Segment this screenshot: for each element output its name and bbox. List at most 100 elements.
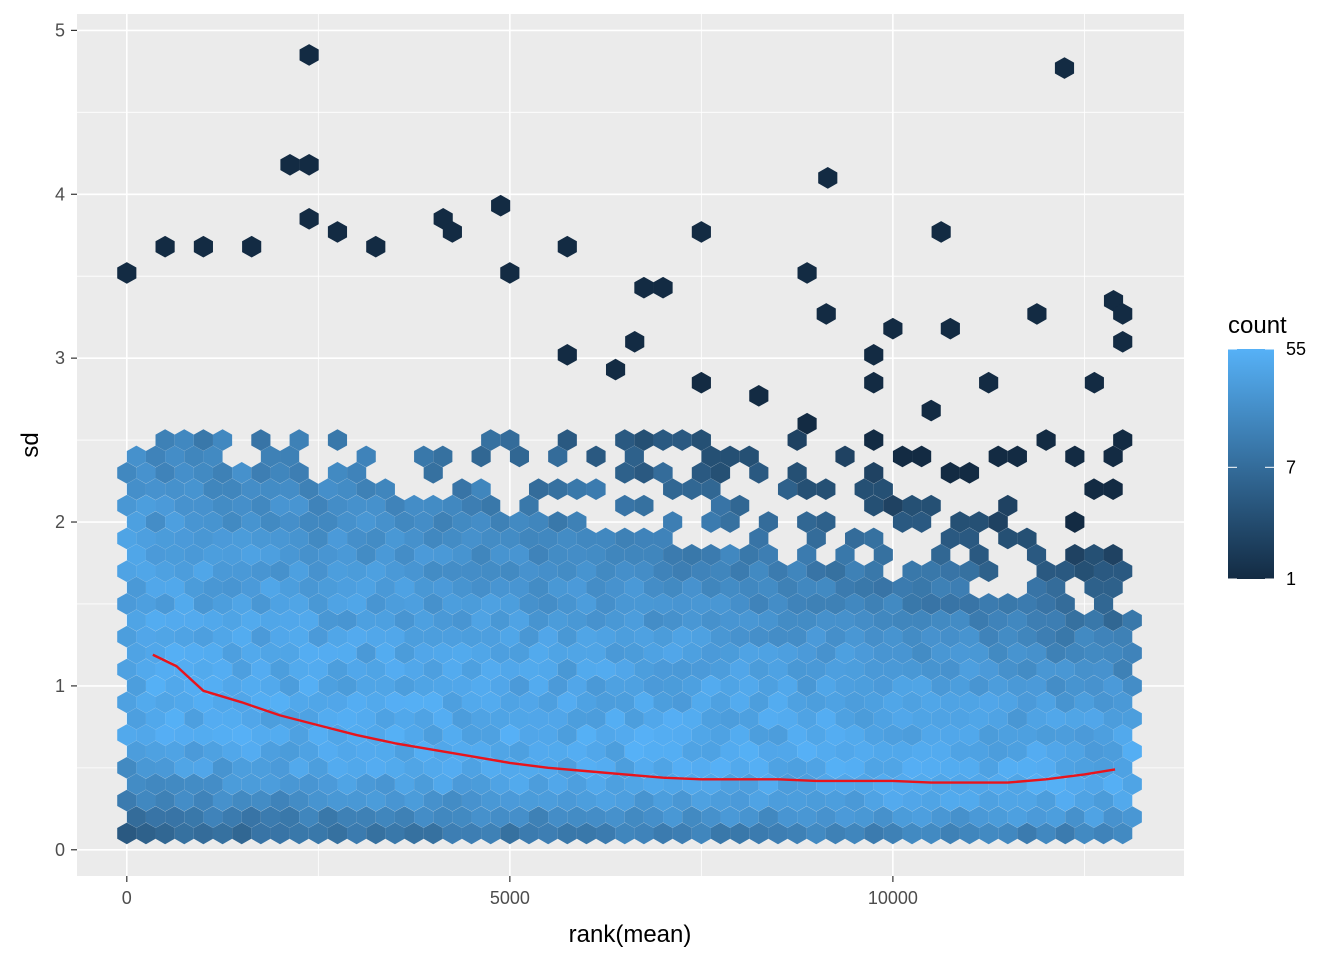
- trend-line: [152, 653, 1116, 784]
- hexbin: [586, 806, 606, 828]
- hexbin: [596, 593, 616, 615]
- hexbin: [931, 576, 951, 599]
- hexbin: [414, 642, 434, 664]
- hexbin: [557, 691, 577, 714]
- hexbin: [337, 511, 357, 533]
- hexbin: [825, 658, 846, 681]
- hexbin: [136, 658, 156, 681]
- hexbin: [442, 789, 462, 812]
- hexbin: [653, 560, 673, 582]
- hexbin: [1093, 560, 1114, 582]
- hexbin: [691, 221, 711, 243]
- hexbin: [193, 494, 213, 517]
- hexbin: [634, 276, 654, 299]
- hexbin: [212, 527, 233, 550]
- hexbin: [1026, 609, 1047, 632]
- hexbin: [203, 609, 223, 632]
- hexbin: [969, 543, 989, 566]
- hexbin: [1113, 658, 1133, 681]
- hexbin: [203, 576, 223, 599]
- hexbin: [634, 527, 654, 550]
- hexbin: [902, 593, 922, 615]
- hexbin: [1026, 642, 1047, 664]
- hexbin: [825, 822, 846, 845]
- hexbin: [806, 757, 826, 779]
- hexbin: [1055, 625, 1075, 648]
- hexbin: [155, 625, 175, 648]
- hexbin: [586, 642, 606, 664]
- hexbin: [959, 527, 980, 550]
- hexbin: [749, 789, 769, 812]
- hexbin: [184, 511, 204, 533]
- hexbin: [318, 707, 338, 730]
- hexbin: [347, 822, 367, 845]
- hexbin: [921, 724, 941, 746]
- hexbin: [1046, 806, 1066, 828]
- hexbin: [375, 543, 395, 566]
- hexbin: [806, 625, 826, 648]
- hexbin: [251, 625, 271, 648]
- hexbin: [528, 609, 549, 632]
- hexbin: [768, 789, 788, 812]
- hexbin: [1026, 806, 1047, 828]
- hexbin: [787, 822, 807, 845]
- hexbin: [519, 789, 539, 812]
- hexbin: [327, 494, 348, 517]
- hexbin: [232, 494, 252, 517]
- hexbin: [337, 707, 357, 730]
- legend-label: 7: [1286, 457, 1296, 477]
- hexbin: [461, 494, 482, 517]
- hexbin: [854, 609, 874, 632]
- y-axis: 0 1 2 3 4 5: [55, 20, 77, 860]
- hexbin: [519, 494, 539, 517]
- hexbin: [471, 478, 491, 501]
- hexbin: [959, 757, 980, 779]
- hexbin: [1093, 822, 1114, 845]
- hexbin: [548, 707, 568, 730]
- hexbin: [481, 724, 501, 746]
- hexbin: [557, 724, 577, 746]
- hexbin: [366, 625, 386, 648]
- hexbin: [461, 822, 482, 845]
- hexbin: [892, 445, 913, 468]
- hexbin: [749, 625, 769, 648]
- hexbin: [663, 675, 683, 697]
- hexbin: [998, 757, 1018, 779]
- hexbin: [280, 675, 300, 697]
- hexbin: [222, 478, 242, 501]
- hexbin: [643, 740, 664, 763]
- hexbin: [701, 543, 721, 566]
- hexbin: [605, 773, 625, 796]
- hexbin: [203, 543, 223, 566]
- hexbin: [165, 806, 185, 828]
- hexbin: [203, 642, 223, 664]
- hexbin: [1017, 724, 1037, 746]
- hexbin: [548, 511, 568, 533]
- hexbin: [394, 806, 415, 828]
- x-axis: 0 5000 10000: [122, 876, 918, 908]
- hexbin: [653, 276, 673, 299]
- hexbin: [720, 707, 740, 730]
- hexbin: [260, 806, 281, 828]
- hexbin: [940, 593, 960, 615]
- hexbin: [509, 576, 529, 599]
- hexbin: [691, 757, 711, 779]
- hexbin: [1055, 658, 1075, 681]
- hexbin: [902, 658, 922, 681]
- hexbin: [643, 609, 664, 632]
- hexbin: [1084, 773, 1104, 796]
- hexbin: [500, 724, 520, 746]
- hexbin: [605, 806, 625, 828]
- hexbin: [1007, 642, 1027, 664]
- hexbin: [557, 235, 577, 258]
- hexbin: [174, 789, 194, 812]
- hexbin: [442, 221, 462, 243]
- hexbin: [337, 478, 357, 501]
- hexbin: [165, 740, 185, 763]
- hexbin: [825, 724, 846, 746]
- hexbin: [768, 560, 788, 582]
- hexbin: [548, 773, 568, 796]
- hexbin: [586, 576, 606, 599]
- hexbin: [481, 789, 501, 812]
